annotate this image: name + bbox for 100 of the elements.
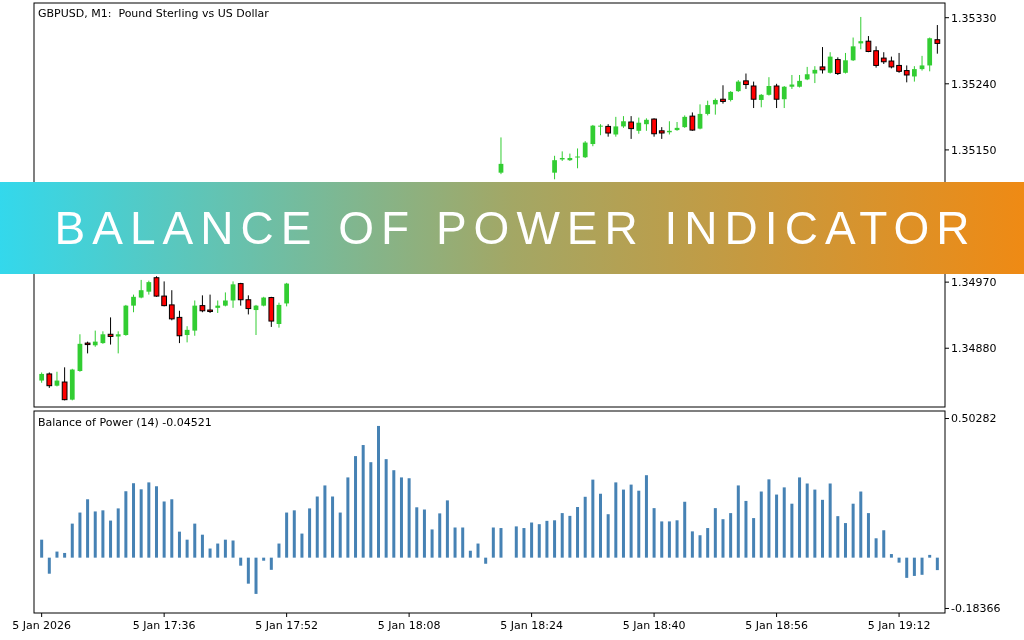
- bar: [920, 557, 924, 575]
- bar: [308, 508, 312, 558]
- bar: [499, 528, 503, 558]
- x-tick-label: 5 Jan 19:12: [867, 619, 931, 632]
- bar: [93, 511, 97, 558]
- candlestick: [590, 124, 596, 147]
- bar: [905, 557, 909, 578]
- bar: [461, 527, 465, 558]
- bar: [139, 489, 143, 558]
- bar: [200, 534, 204, 558]
- y-tick-label: 1.35240: [951, 77, 997, 91]
- bar: [591, 479, 595, 558]
- bar: [583, 496, 587, 558]
- bar: [476, 543, 480, 558]
- bar: [422, 509, 426, 558]
- x-tick-label: 5 Jan 18:08: [377, 619, 441, 632]
- bar: [606, 514, 610, 558]
- bar: [47, 557, 51, 574]
- bar: [675, 520, 679, 558]
- chart-subtitle: GBPUSD, M1: Pound Sterling vs US Dollar: [38, 7, 270, 20]
- bar: [369, 462, 373, 558]
- bar: [323, 485, 327, 558]
- bar: [805, 483, 809, 558]
- bar: [346, 477, 350, 558]
- bar: [132, 483, 136, 558]
- bar: [576, 507, 580, 558]
- bar: [821, 499, 825, 558]
- bar: [415, 507, 419, 558]
- candlestick: [819, 46, 826, 75]
- bar: [690, 531, 694, 558]
- bar: [859, 491, 863, 558]
- bar: [729, 513, 733, 558]
- bar: [361, 445, 365, 558]
- candlestick: [934, 24, 941, 55]
- bar: [300, 533, 304, 558]
- bar: [193, 523, 197, 558]
- bar: [782, 487, 786, 558]
- candlestick: [743, 73, 749, 90]
- bar: [798, 477, 802, 558]
- bar: [553, 520, 557, 558]
- x-tick-label: 5 Jan 18:40: [622, 619, 686, 632]
- bar: [530, 522, 534, 558]
- bar: [223, 539, 227, 558]
- bar: [407, 478, 411, 558]
- candlestick: [773, 83, 780, 109]
- bar: [392, 470, 396, 558]
- bar: [177, 531, 181, 558]
- bar: [468, 550, 472, 558]
- bar: [568, 515, 572, 558]
- bar: [652, 508, 656, 558]
- candlestick: [284, 282, 289, 307]
- bar: [790, 503, 794, 558]
- bar: [445, 500, 449, 558]
- candlestick: [115, 330, 121, 354]
- candlestick: [107, 316, 114, 346]
- bar: [63, 552, 67, 558]
- bar: [744, 500, 748, 558]
- bar: [246, 557, 250, 584]
- bar: [124, 491, 128, 558]
- candlestick: [720, 84, 726, 105]
- bar: [889, 554, 893, 558]
- bar: [269, 557, 273, 570]
- bar: [216, 543, 220, 558]
- bar: [660, 521, 664, 558]
- bar: [767, 479, 771, 558]
- bar: [277, 543, 281, 558]
- bar: [752, 518, 756, 558]
- bar: [514, 526, 518, 558]
- bar: [545, 520, 549, 558]
- bar: [438, 513, 442, 558]
- bar: [667, 521, 671, 558]
- y-tick-label: 0.50282: [951, 412, 997, 426]
- bar: [377, 425, 380, 558]
- candlestick: [873, 45, 879, 69]
- bar: [882, 530, 886, 558]
- candlestick: [651, 117, 657, 138]
- bar: [170, 499, 174, 558]
- bar: [331, 496, 335, 558]
- text: BALANCE OF POWER INDICATOR: [54, 202, 970, 254]
- text: Balance of Power (14) -0.04521: [38, 416, 212, 429]
- x-tick-label: 5 Jan 17:52: [255, 619, 318, 632]
- bar: [843, 523, 847, 558]
- candlestick: [215, 299, 221, 314]
- candlestick: [750, 81, 757, 109]
- x-tick-label: 5 Jan 2026: [12, 619, 72, 632]
- bar: [851, 503, 855, 558]
- candlestick: [628, 115, 634, 140]
- bar: [935, 557, 939, 571]
- y-tick-label: 1.34970: [951, 275, 997, 289]
- bar: [912, 557, 916, 576]
- bar: [644, 475, 648, 558]
- bar: [354, 456, 358, 558]
- bar: [338, 512, 342, 558]
- bar: [453, 527, 457, 558]
- bar: [208, 548, 212, 558]
- candlestick: [268, 296, 275, 328]
- bar: [637, 490, 641, 558]
- candlestick: [575, 147, 580, 169]
- bar: [736, 485, 740, 558]
- candlestick: [843, 52, 848, 75]
